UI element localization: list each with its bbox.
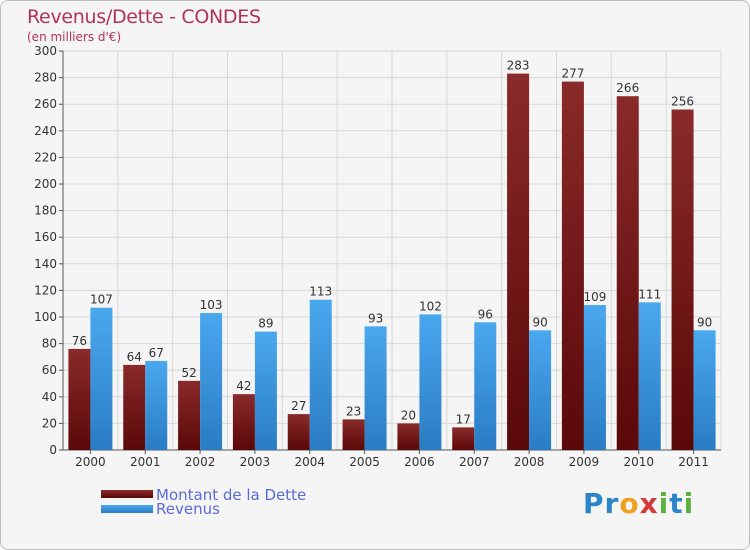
x-tick-label: 2007 xyxy=(459,455,490,469)
bar-revenus xyxy=(693,330,716,450)
bar-dette xyxy=(671,109,694,451)
y-tick-label: 20 xyxy=(42,416,57,430)
data-label-dette: 256 xyxy=(671,95,694,109)
bar-revenus xyxy=(254,331,277,450)
data-label-dette: 23 xyxy=(346,404,361,418)
bar-dette xyxy=(342,419,365,450)
data-label-revenus: 103 xyxy=(200,298,223,312)
data-label-revenus: 107 xyxy=(90,293,113,307)
bar-revenus xyxy=(529,330,552,450)
y-tick-label: 120 xyxy=(34,283,57,297)
y-tick-label: 180 xyxy=(34,204,57,218)
y-tick-label: 80 xyxy=(42,337,57,351)
x-tick-label: 2011 xyxy=(678,455,709,469)
data-label-revenus: 90 xyxy=(697,315,712,329)
bar-revenus xyxy=(200,313,223,450)
bar-revenus xyxy=(638,302,661,450)
y-tick-label: 60 xyxy=(42,363,57,377)
x-tick-label: 2002 xyxy=(185,455,216,469)
bar-dette xyxy=(68,348,91,450)
bar-revenus xyxy=(474,322,497,450)
data-label-dette: 266 xyxy=(616,81,639,95)
bar-dette xyxy=(178,380,201,450)
data-label-dette: 76 xyxy=(72,334,87,348)
grid-lines xyxy=(62,50,722,451)
data-label-revenus: 96 xyxy=(478,307,493,321)
y-tick-label: 260 xyxy=(34,97,57,111)
logo-letter: i xyxy=(658,487,670,520)
data-label-revenus: 109 xyxy=(583,290,606,304)
data-label-dette: 52 xyxy=(181,366,196,380)
data-label-revenus: 113 xyxy=(309,285,332,299)
y-tick-label: 140 xyxy=(34,257,57,271)
bar-dette xyxy=(123,364,146,450)
y-tick-label: 240 xyxy=(34,124,57,138)
x-tick-label: 2003 xyxy=(240,455,271,469)
legend-swatch-dette xyxy=(101,490,153,498)
logo-letter: i xyxy=(683,487,695,520)
bar-revenus xyxy=(583,305,606,450)
bar-revenus xyxy=(419,314,442,450)
y-tick-label: 300 xyxy=(34,44,57,58)
legend-swatch-revenus xyxy=(101,505,153,513)
x-tick-label: 2000 xyxy=(75,455,106,469)
y-tick-label: 160 xyxy=(34,230,57,244)
logo-letter: o xyxy=(619,487,640,520)
chart-title: Revenus/Dette - CONDES xyxy=(27,6,261,28)
chart-subtitle: (en milliers d'€) xyxy=(27,30,122,44)
bar-revenus xyxy=(90,307,113,450)
data-label-dette: 42 xyxy=(236,379,251,393)
data-label-dette: 27 xyxy=(291,399,306,413)
bar-dette xyxy=(452,427,475,450)
bar-revenus xyxy=(364,326,387,450)
data-label-dette: 283 xyxy=(507,59,530,73)
legend-label-revenus: Revenus xyxy=(156,500,220,518)
data-label-dette: 17 xyxy=(456,412,471,426)
data-label-revenus: 102 xyxy=(419,299,442,313)
bar-dette xyxy=(397,423,420,450)
y-tick-label: 40 xyxy=(42,390,57,404)
y-tick-label: 200 xyxy=(34,177,57,191)
data-label-dette: 64 xyxy=(127,350,142,364)
legend-label-dette: Montant de la Dette xyxy=(156,486,307,504)
x-tick-label: 2001 xyxy=(130,455,161,469)
bar-dette xyxy=(616,96,639,450)
axes: 0204060801001201401601802002202402602803… xyxy=(34,44,721,469)
bar-revenus xyxy=(309,299,332,450)
x-tick-label: 2006 xyxy=(404,455,435,469)
logo-letter: r xyxy=(604,487,620,520)
y-tick-label: 280 xyxy=(34,71,57,85)
data-labels: 76 107 64 67 52 103 42 89 27 113 23 93 20 102 17 96 283 9… xyxy=(72,59,712,427)
bar-dette xyxy=(507,73,530,451)
data-label-revenus: 90 xyxy=(532,315,547,329)
data-label-revenus: 67 xyxy=(149,346,164,360)
bar-dette xyxy=(561,81,584,450)
bar-dette xyxy=(232,394,255,450)
logo-letter: P xyxy=(583,487,605,520)
proxiti-logo: Proxiti xyxy=(583,487,694,520)
x-tick-label: 2009 xyxy=(569,455,600,469)
data-label-dette: 277 xyxy=(561,67,584,81)
logo-letter: x xyxy=(639,487,659,520)
y-tick-label: 0 xyxy=(49,443,57,457)
y-tick-label: 100 xyxy=(34,310,57,324)
logo-letter: t xyxy=(669,487,684,520)
y-tick-label: 220 xyxy=(34,150,57,164)
x-tick-label: 2008 xyxy=(514,455,545,469)
bar-revenus xyxy=(145,360,168,450)
data-label-revenus: 89 xyxy=(258,317,273,331)
x-tick-label: 2010 xyxy=(623,455,654,469)
bars xyxy=(68,73,716,451)
data-label-revenus: 93 xyxy=(368,311,383,325)
x-tick-label: 2005 xyxy=(349,455,380,469)
data-label-dette: 20 xyxy=(401,408,416,422)
data-label-revenus: 111 xyxy=(638,287,661,301)
bar-dette xyxy=(287,414,310,450)
x-tick-label: 2004 xyxy=(294,455,325,469)
